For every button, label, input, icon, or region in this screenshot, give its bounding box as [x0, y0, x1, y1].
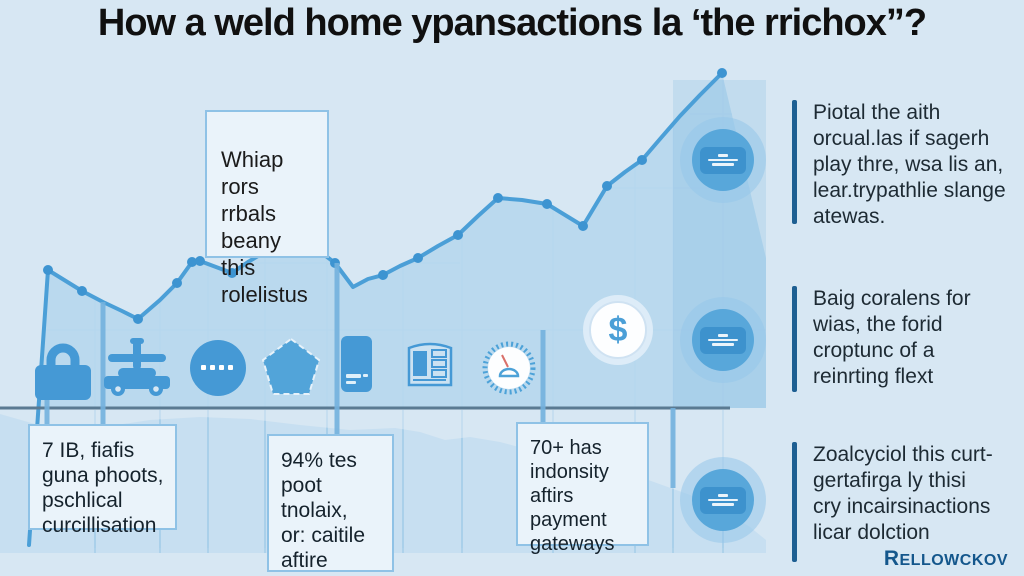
callout-line: rolelistus [221, 282, 308, 307]
dollar-coin-icon: $ [583, 295, 653, 365]
stat-line: 70+ has [530, 437, 602, 459]
annotation-line: wias, the forid [813, 313, 943, 336]
stat-line: or: caitile [281, 524, 366, 547]
callout-line: beany this [221, 228, 281, 280]
annotation-line: Baig coralens for [813, 287, 971, 310]
annotation-bar [792, 442, 797, 562]
annotation-line: reinrting flext [813, 365, 934, 388]
annotation-3: Zoalcyciol this curt- gertafirga ly this… [792, 442, 993, 562]
stat-line: tnolaix, [281, 499, 348, 522]
callout-line: Whiap rors [221, 147, 284, 199]
pentagon-icon [259, 336, 323, 403]
dots-icon [188, 338, 248, 403]
stat-box-2: 94% tes poot tnolaix, or: caitile aftire [267, 434, 394, 572]
dollar-symbol: $ [608, 310, 628, 349]
lock-icon [33, 339, 93, 406]
stat-line: indonsity [530, 461, 609, 483]
stat-line: aftirs [530, 485, 574, 507]
badge-icon [680, 117, 766, 203]
annotation-line: croptunc of a [813, 339, 935, 362]
annotation-2: Baig coralens for wias, the forid croptu… [792, 286, 971, 392]
annotation-line: cry incairsinactions [813, 495, 991, 518]
stat-line: poot [281, 474, 322, 497]
page-title: How a weld home ypansactions la ‘the rri… [97, 2, 927, 44]
badge-icon [680, 457, 766, 543]
stat-line: gateways [530, 533, 615, 555]
building-icon [406, 338, 454, 393]
annotation-line: atewas. [813, 205, 886, 228]
stat-line: 94% tes [281, 449, 357, 472]
callout-box-top: Whiap rors rrbals beany this rolelistus [205, 110, 329, 307]
stat-line: 7 IB, fiafis [42, 439, 135, 462]
annotation-line: licar dolction [813, 521, 930, 544]
gauge-icon [481, 340, 537, 401]
stat-line: curcillisation [42, 514, 157, 537]
callout-line: rrbals [221, 201, 277, 226]
badge-icon [680, 297, 766, 383]
stat-line: payment [530, 509, 607, 531]
stat-line: guna phoots, [42, 464, 164, 487]
stat-box-1: 7 IB, fiafis guna phoots, pschlical curc… [28, 424, 177, 537]
annotation-line: play thre, wsa lis an, [813, 153, 1004, 176]
annotation-line: lear.trypathlie slange [813, 179, 1006, 202]
phone-icon [341, 336, 373, 399]
annotation-line: Piotal the aith [813, 101, 941, 124]
annotation-1: Piotal the aith orcual.las if sagerh pla… [792, 100, 1006, 230]
annotation-bar [792, 286, 797, 392]
brand-logo: Rellowckov [883, 547, 1008, 570]
annotation-line: orcual.las if sagerh [813, 127, 990, 150]
stat-line: aftire [281, 549, 328, 572]
stat-line: pschlical [42, 489, 123, 512]
stat-box-3: 70+ has indonsity aftirs payment gateway… [516, 422, 649, 555]
annotation-line: gertafirga ly thisi [813, 469, 966, 492]
annotation-line: Zoalcyciol this curt- [813, 443, 993, 466]
annotation-bar [792, 100, 797, 224]
vehicle-icon [100, 338, 174, 403]
